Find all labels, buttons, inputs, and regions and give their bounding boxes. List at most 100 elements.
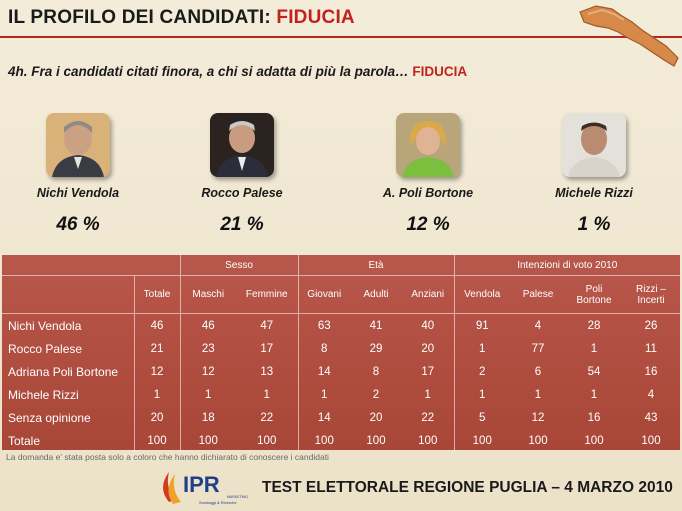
table-body: Nichi Vendola 46 46 47 63 41 40 91 4 28 26 Rocco Pa…	[2, 313, 680, 452]
table-cell: 14	[297, 360, 350, 383]
table-cell: 41	[369, 319, 383, 332]
table-cell: 17	[421, 365, 435, 378]
row-label: Rocco Palese	[8, 341, 83, 356]
table-cell: 100	[641, 434, 661, 447]
table-cell: 91	[453, 313, 510, 337]
candidate-card-rizzi: Michele Rizzi 1 %	[529, 113, 659, 236]
table-row: Senza opinione 20 18 22 14 20 22 5 12 16 43	[2, 406, 680, 429]
table-cell: 100	[366, 434, 386, 447]
table-cell: 20	[421, 342, 435, 355]
table-cell: 100	[584, 434, 604, 447]
page-title: IL PROFILO DEI CANDIDATI: FIDUCIA	[8, 7, 355, 29]
candidate-name: A. Poli Bortone	[382, 186, 474, 200]
header-empty	[134, 255, 180, 276]
candidate-name: Nichi Vendola	[36, 186, 120, 200]
candidate-photo	[562, 113, 626, 177]
results-table: Sesso Età Intenzioni di voto 2010 Totale…	[2, 255, 680, 452]
candidate-card-poli-bortone: A. Poli Bortone 12 %	[363, 113, 493, 236]
table-cell: 4	[534, 319, 542, 332]
row-label: Senza opinione	[8, 410, 91, 425]
table-row: Nichi Vendola 46 46 47 63 41 40 91 4 28 26	[2, 313, 680, 337]
table-cell: 16	[644, 365, 658, 378]
footnote: La domanda e' stata posta solo a coloro …	[6, 452, 329, 462]
table-cell: 63	[297, 313, 350, 337]
table-cell: 1	[297, 383, 350, 406]
table-cell: 100	[528, 434, 548, 447]
row-label: Nichi Vendola	[8, 318, 82, 333]
table-cell: 100	[453, 429, 510, 452]
col-rizzi-incerti: Rizzi – Incerti	[622, 275, 680, 314]
logo-subtext2: Sondaggi & Ricerche	[199, 500, 237, 505]
table-cell: 2	[372, 388, 380, 401]
row-label: Totale	[8, 433, 41, 448]
table-cell: 1	[179, 383, 236, 406]
table-cell: 46	[179, 313, 236, 337]
table-cell: 26	[644, 319, 658, 332]
table-row: Adriana Poli Bortone 12 12 13 14 8 17 2 6 54 16	[2, 360, 680, 383]
table-cell: 43	[644, 411, 658, 424]
table-cell: 22	[421, 411, 435, 424]
table-cell: 18	[179, 406, 236, 429]
col-anziani: Anziani	[402, 275, 454, 314]
table-cell: 17	[260, 342, 274, 355]
table-cell: 29	[369, 342, 383, 355]
col-palese: Palese	[510, 275, 566, 314]
header-empty	[2, 255, 134, 276]
table-cell: 13	[260, 365, 274, 378]
table-cell: 1	[263, 388, 270, 401]
table-cell: 100	[133, 429, 180, 452]
table-cell: 1	[590, 388, 598, 401]
group-eta: Età	[297, 255, 454, 276]
candidate-percent: 1 %	[577, 214, 611, 235]
col-femmine: Femmine	[236, 275, 298, 314]
question-highlight: FIDUCIA	[412, 64, 468, 79]
col-maschi: Maschi	[179, 275, 236, 314]
row-label: Adriana Poli Bortone	[8, 364, 119, 379]
candidate-photo	[46, 113, 110, 177]
table-cell: 2	[453, 360, 510, 383]
table-cell: 1	[534, 388, 542, 401]
col-poli-bortone: Poli Bortone	[566, 275, 622, 314]
ipr-logo: IPR MARKETING Sondaggi & Ricerche	[163, 472, 248, 505]
table-cell: 54	[587, 365, 601, 378]
title-highlight: FIDUCIA	[276, 7, 355, 28]
candidate-card-vendola: Nichi Vendola 46 %	[13, 113, 143, 236]
table-cell: 8	[372, 365, 380, 378]
table-row: Michele Rizzi 1 1 1 1 2 1 1 1 1 4	[2, 383, 680, 406]
table-cell: 1	[453, 337, 510, 360]
table-cell: 12	[179, 360, 236, 383]
question-text: 4h. Fra i candidati citati finora, a chi…	[8, 64, 467, 79]
footer-title: TEST ELETTORALE REGIONE PUGLIA – 4 MARZO…	[262, 479, 673, 496]
table-cell: 100	[418, 434, 438, 447]
table-cell: 16	[587, 411, 601, 424]
table-cell: 23	[179, 337, 236, 360]
table-cell: 14	[297, 406, 350, 429]
table-row: Rocco Palese 21 23 17 8 29 20 1 77 1 11	[2, 337, 680, 360]
table-subheader: Totale Maschi Femmine Giovani Adulti Anz…	[2, 275, 680, 314]
table-group-header: Sesso Età Intenzioni di voto 2010	[2, 255, 680, 276]
table-cell: 4	[647, 388, 655, 401]
table-cell: 12	[531, 411, 545, 424]
candidate-name: Rocco Palese	[201, 186, 283, 200]
candidate-photo	[210, 113, 274, 177]
table-cell: 46	[133, 313, 180, 337]
table-cell: 20	[369, 411, 383, 424]
candidate-card-palese: Rocco Palese 21 %	[177, 113, 307, 236]
col-giovani: Giovani	[297, 275, 350, 314]
table-cell: 22	[260, 411, 274, 424]
table-cell: 1	[424, 388, 431, 401]
table-cell: 77	[531, 342, 545, 355]
row-label: Michele Rizzi	[8, 387, 79, 402]
table-cell: 47	[260, 319, 274, 332]
logo-subtext: MARKETING	[227, 495, 248, 499]
table-cell: 5	[453, 406, 510, 429]
group-sesso: Sesso	[179, 255, 298, 276]
candidate-percent: 21 %	[220, 214, 264, 235]
table-row: Totale 100 100 100 100 100 100 100 100 100 100	[2, 429, 680, 452]
header-empty	[2, 275, 134, 314]
col-adulti: Adulti	[350, 275, 402, 314]
table-cell: 1	[590, 342, 598, 355]
title-prefix: IL PROFILO DEI CANDIDATI:	[8, 7, 271, 28]
col-totale: Totale	[133, 275, 180, 314]
question-body: 4h. Fra i candidati citati finora, a chi…	[8, 64, 409, 79]
